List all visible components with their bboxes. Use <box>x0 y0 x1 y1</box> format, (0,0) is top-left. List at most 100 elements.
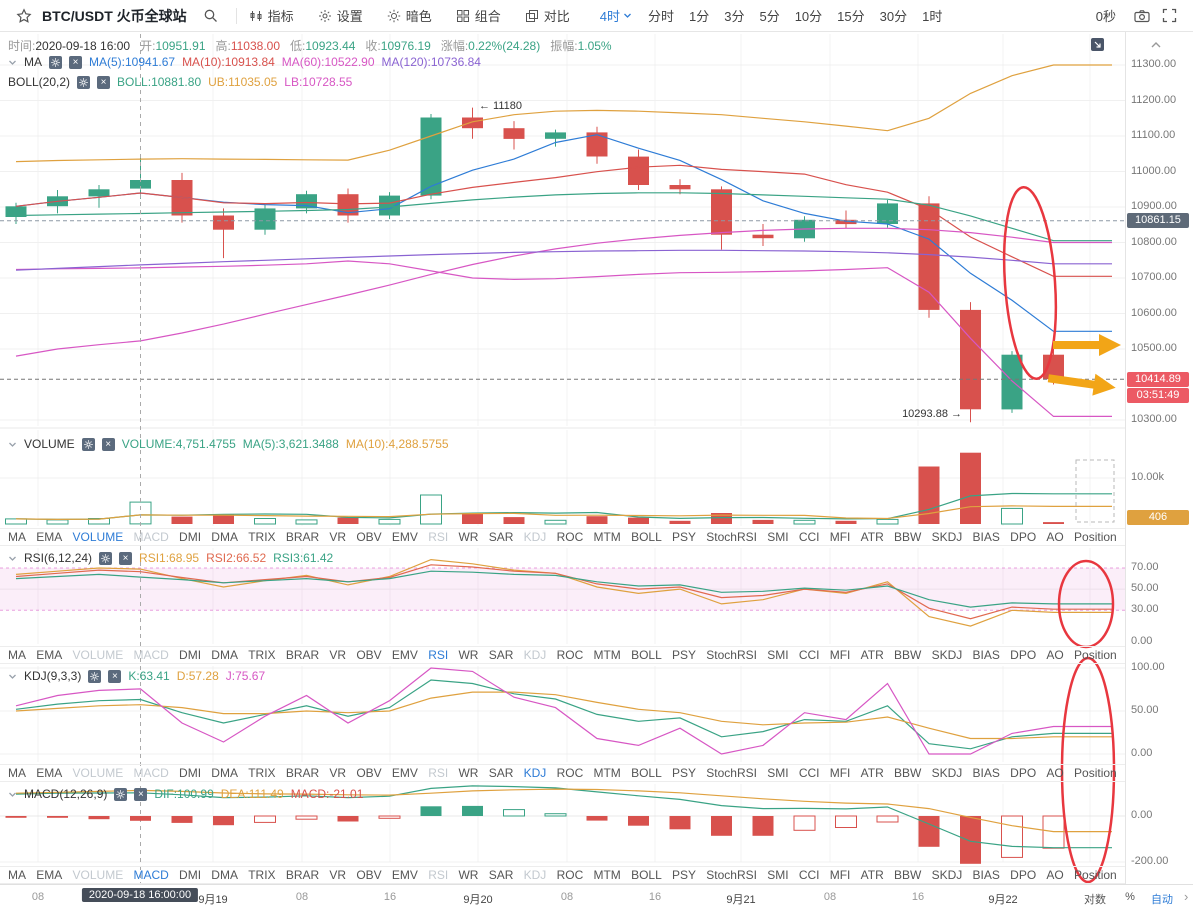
camera-icon[interactable] <box>1134 9 1150 23</box>
tab-emv[interactable]: EMV <box>391 766 418 780</box>
tab-roc[interactable]: ROC <box>556 868 584 882</box>
tab-boll[interactable]: BOLL <box>631 868 662 882</box>
tab-bias[interactable]: BIAS <box>972 766 1000 780</box>
tab-roc[interactable]: ROC <box>556 766 584 780</box>
tab-bias[interactable]: BIAS <box>972 868 1000 882</box>
tab-ema[interactable]: EMA <box>36 648 63 662</box>
tab-trix[interactable]: TRIX <box>248 648 276 662</box>
ma-close-icon[interactable]: × <box>69 55 82 69</box>
tab-boll[interactable]: BOLL <box>631 766 662 780</box>
tab-smi[interactable]: SMI <box>767 766 789 780</box>
log-scale-button[interactable]: 对数 <box>1084 894 1106 906</box>
tab-bbw[interactable]: BBW <box>894 530 922 544</box>
timeframe-5分[interactable]: 5分 <box>759 9 780 24</box>
tab-emv[interactable]: EMV <box>391 868 418 882</box>
tab-volume[interactable]: VOLUME <box>72 648 124 662</box>
tab-emv[interactable]: EMV <box>391 530 418 544</box>
tab-volume[interactable]: VOLUME <box>72 766 124 780</box>
tab-ema[interactable]: EMA <box>36 766 63 780</box>
tab-position[interactable]: Position <box>1074 868 1117 882</box>
tab-psy[interactable]: PSY <box>672 530 697 544</box>
tab-macd[interactable]: MACD <box>133 766 169 780</box>
price-axis[interactable]: 10861.15 10414.89 03:51:49 406 11300.00 1… <box>1125 0 1193 910</box>
tab-kdj[interactable]: KDJ <box>523 766 547 780</box>
panel-expand-icon[interactable] <box>1090 37 1105 57</box>
tab-ma[interactable]: MA <box>8 766 26 780</box>
tab-stochrsi[interactable]: StochRSI <box>706 530 757 544</box>
tab-rsi[interactable]: RSI <box>428 530 449 544</box>
time-axis[interactable]: 2020-09-18 16:00:00 › 08 9月19 08 16 9月20 08 16… <box>0 884 1193 910</box>
timeframe-3分[interactable]: 3分 <box>724 9 745 24</box>
tab-ma[interactable]: MA <box>8 648 26 662</box>
tab-ao[interactable]: AO <box>1046 530 1064 544</box>
tab-trix[interactable]: TRIX <box>248 766 276 780</box>
tab-brar[interactable]: BRAR <box>285 530 320 544</box>
tab-roc[interactable]: ROC <box>556 530 584 544</box>
timeframe-1时[interactable]: 1时 <box>922 9 943 24</box>
tab-brar[interactable]: BRAR <box>285 868 320 882</box>
tab-dma[interactable]: DMA <box>211 766 238 780</box>
tab-rsi[interactable]: RSI <box>428 766 449 780</box>
tab-skdj[interactable]: SKDJ <box>931 530 963 544</box>
collapse-chevron-icon[interactable] <box>8 790 17 799</box>
tab-vr[interactable]: VR <box>329 868 347 882</box>
tab-rsi[interactable]: RSI <box>428 868 449 882</box>
tab-ema[interactable]: EMA <box>36 868 63 882</box>
tab-ma[interactable]: MA <box>8 530 26 544</box>
tab-wr[interactable]: WR <box>458 648 479 662</box>
tab-sar[interactable]: SAR <box>488 648 514 662</box>
fullscreen-icon[interactable] <box>1162 8 1177 23</box>
tab-mtm[interactable]: MTM <box>593 766 621 780</box>
tab-volume[interactable]: VOLUME <box>72 868 124 882</box>
rsi-close-icon[interactable]: × <box>119 551 133 565</box>
percent-scale-button[interactable]: % <box>1125 891 1135 903</box>
tab-roc[interactable]: ROC <box>556 648 584 662</box>
tab-obv[interactable]: OBV <box>356 868 382 882</box>
tab-dmi[interactable]: DMI <box>179 648 202 662</box>
tab-wr[interactable]: WR <box>458 530 479 544</box>
tab-ema[interactable]: EMA <box>36 530 63 544</box>
tab-sar[interactable]: SAR <box>488 868 514 882</box>
tab-mtm[interactable]: MTM <box>593 530 621 544</box>
tab-position[interactable]: Position <box>1074 648 1117 662</box>
boll-close-icon[interactable]: × <box>97 75 111 89</box>
timeframe-15分[interactable]: 15分 <box>837 9 865 24</box>
boll-settings-icon[interactable] <box>77 75 91 89</box>
tab-smi[interactable]: SMI <box>767 530 789 544</box>
kdj-settings-icon[interactable] <box>88 669 102 683</box>
tab-emv[interactable]: EMV <box>391 648 418 662</box>
tab-bbw[interactable]: BBW <box>894 766 922 780</box>
tab-kdj[interactable]: KDJ <box>523 868 547 882</box>
tab-skdj[interactable]: SKDJ <box>931 648 963 662</box>
tab-cci[interactable]: CCI <box>798 766 820 780</box>
tab-ao[interactable]: AO <box>1046 648 1064 662</box>
tab-vr[interactable]: VR <box>329 648 347 662</box>
tab-obv[interactable]: OBV <box>356 766 382 780</box>
collapse-chevron-icon[interactable] <box>8 58 17 67</box>
tab-stochrsi[interactable]: StochRSI <box>706 766 757 780</box>
tab-kdj[interactable]: KDJ <box>523 648 547 662</box>
tab-bias[interactable]: BIAS <box>972 530 1000 544</box>
tab-position[interactable]: Position <box>1074 530 1117 544</box>
tab-vr[interactable]: VR <box>329 530 347 544</box>
tab-brar[interactable]: BRAR <box>285 648 320 662</box>
tab-stochrsi[interactable]: StochRSI <box>706 648 757 662</box>
tab-brar[interactable]: BRAR <box>285 766 320 780</box>
collapse-chevron-icon[interactable] <box>8 554 17 563</box>
toolbar-settings-button[interactable]: 设置 <box>318 6 363 25</box>
tab-atr[interactable]: ATR <box>860 868 884 882</box>
tab-kdj[interactable]: KDJ <box>523 530 547 544</box>
tab-cci[interactable]: CCI <box>798 648 820 662</box>
tab-dpo[interactable]: DPO <box>1010 766 1037 780</box>
timeframe-dropdown[interactable]: 4时 <box>600 6 632 25</box>
collapse-chevron-icon[interactable] <box>8 672 17 681</box>
tab-trix[interactable]: TRIX <box>248 868 276 882</box>
tab-wr[interactable]: WR <box>458 766 479 780</box>
auto-scale-button[interactable]: 自动 <box>1151 894 1173 906</box>
tab-dpo[interactable]: DPO <box>1010 648 1037 662</box>
tab-dma[interactable]: DMA <box>211 868 238 882</box>
tab-volume[interactable]: VOLUME <box>72 530 124 544</box>
kdj-close-icon[interactable]: × <box>108 669 122 683</box>
tab-obv[interactable]: OBV <box>356 648 382 662</box>
volume-close-icon[interactable]: × <box>101 437 115 451</box>
